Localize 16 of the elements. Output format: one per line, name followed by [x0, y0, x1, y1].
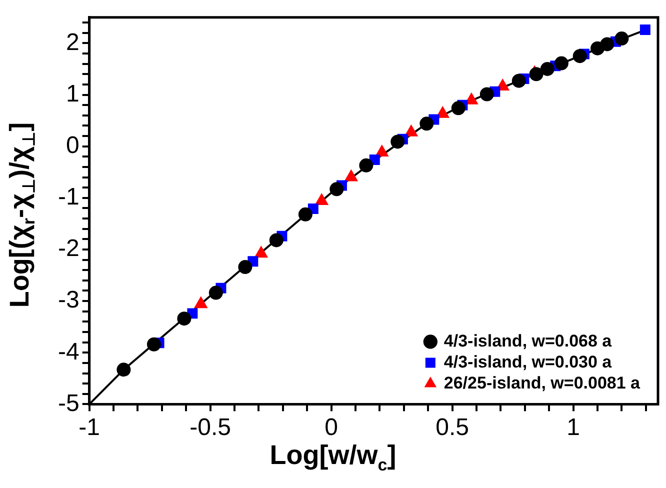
y-tick-label: 2	[66, 28, 80, 56]
legend-label: 4/3-island, w=0.068 a	[444, 331, 612, 350]
y-tick-label: -1	[58, 184, 80, 211]
x-tick-label: 0.5	[436, 414, 469, 442]
x-axis-title: Log[w/w$_{c}$]	[270, 440, 396, 476]
legend-label: 4/3-island, w=0.030 a	[444, 352, 612, 372]
y-tick-label: -3	[58, 286, 80, 314]
y-tick-label: 1	[66, 80, 80, 108]
legend-label: 26/25-island, w=0.0081 a	[444, 373, 641, 392]
y-tick-label: -5	[58, 390, 80, 417]
y-tick-label: 0	[66, 132, 80, 159]
x-tick-label: 0	[324, 414, 338, 442]
x-tick-label: -0.5	[190, 414, 232, 442]
y-tick-label: -4	[58, 338, 80, 366]
x-tick-label: 1	[566, 414, 580, 442]
y-tick-label: -2	[58, 235, 80, 262]
